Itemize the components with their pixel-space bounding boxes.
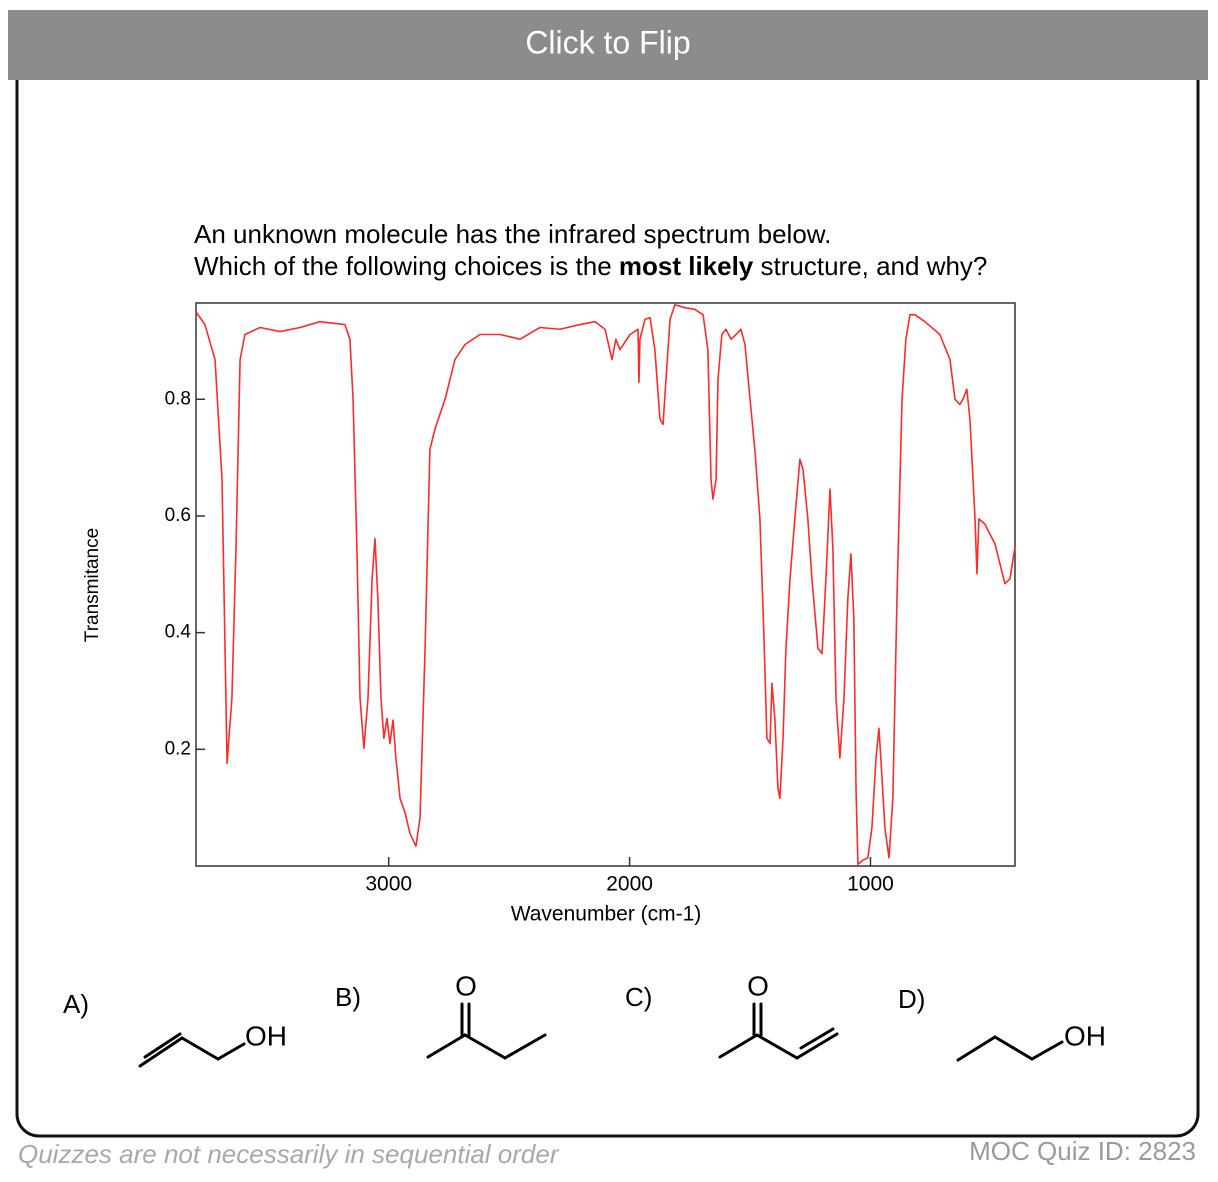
choice-label: D) <box>898 984 925 1014</box>
y-tick-label: 0.6 <box>165 505 191 526</box>
choice-c: C) O <box>625 970 839 1060</box>
y-tick-label: 0.4 <box>165 622 192 643</box>
x-tick-label: 2000 <box>606 873 653 896</box>
bond <box>993 1035 1034 1061</box>
question-emphasis: most likely <box>619 251 754 281</box>
flip-button[interactable]: Click to Flip <box>525 24 690 60</box>
quiz-id: MOC Quiz ID: 2823 <box>969 1136 1196 1166</box>
bond <box>795 1032 839 1060</box>
question-text: structure, and why? <box>753 251 987 281</box>
x-tick-label: 1000 <box>847 873 894 896</box>
x-axis-label: Wavenumber (cm-1) <box>511 903 702 926</box>
plot-frame <box>195 302 1016 867</box>
choice-b: B) O <box>335 970 547 1060</box>
bond <box>503 1033 547 1060</box>
footer-note: Quizzes are not necessarily in sequentia… <box>18 1139 560 1169</box>
atom: O <box>455 970 477 1001</box>
bond <box>1030 1040 1064 1061</box>
bond <box>799 1027 835 1050</box>
y-axis-label: Transmitance <box>82 528 103 642</box>
y-tick-label: 0.2 <box>165 738 191 759</box>
bond <box>216 1042 246 1061</box>
choice-label: C) <box>625 982 652 1012</box>
y-tick-label: 0.8 <box>165 388 191 409</box>
question-text: Which of the following choices is the <box>194 251 619 281</box>
atom: OH <box>1064 1020 1106 1051</box>
card-border <box>15 15 1200 1138</box>
choice-label: B) <box>335 982 361 1012</box>
plot: 0.2 0.4 0.6 0.8 3000 2000 1000 <box>165 303 1016 896</box>
choice-a: A) OH <box>63 989 287 1068</box>
bond <box>143 1032 182 1059</box>
flip-bar[interactable] <box>8 10 1208 80</box>
bond <box>755 1033 799 1060</box>
bond <box>426 1033 467 1059</box>
bond <box>180 1036 220 1061</box>
atom: O <box>747 970 769 1001</box>
bond <box>138 1036 184 1068</box>
question-line: Which of the following choices is the mo… <box>194 251 987 281</box>
question-line: An unknown molecule has the infrared spe… <box>194 219 831 249</box>
spectrum-line <box>195 303 1016 866</box>
choice-d: D) OH <box>898 984 1106 1062</box>
bond <box>956 1035 997 1062</box>
choice-label: A) <box>63 989 89 1019</box>
x-tick-label: 3000 <box>365 873 412 896</box>
bond <box>718 1033 759 1059</box>
atom: OH <box>245 1020 287 1051</box>
bond <box>463 1033 507 1060</box>
